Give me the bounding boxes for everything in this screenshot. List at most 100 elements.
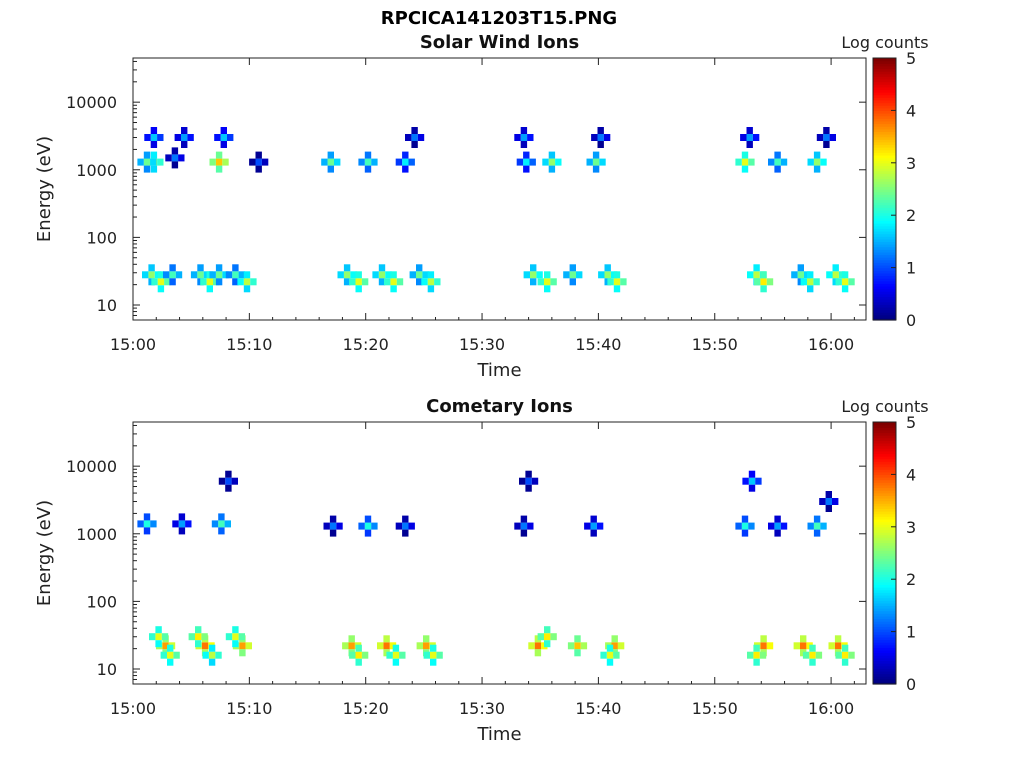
heatmap-cell	[197, 271, 204, 279]
colorbar-segment	[873, 495, 896, 499]
colorbar-segment	[873, 558, 896, 562]
heatmap-cell	[534, 642, 542, 650]
heatmap-cell	[416, 271, 423, 279]
heatmap-cell	[604, 271, 611, 279]
colorbar-segment	[873, 58, 896, 62]
heatmap-cell	[599, 158, 606, 166]
heatmap-cell	[835, 278, 842, 286]
x-tick-label: 15:40	[575, 335, 621, 354]
heatmap-cell	[249, 158, 256, 166]
x-tick-label: 15:20	[343, 335, 389, 354]
heatmap-cell	[574, 635, 581, 643]
colorbar-segment	[873, 508, 896, 512]
heatmap-cell	[841, 651, 849, 659]
colorbar-segment	[873, 568, 896, 572]
heatmap-cell	[390, 278, 397, 286]
heatmap-cell	[163, 271, 170, 279]
heatmap-cell	[148, 271, 155, 279]
colorbar-segment	[873, 144, 896, 148]
heatmap-cell	[250, 278, 257, 286]
heatmap-cell	[169, 278, 176, 286]
heatmap-cell	[835, 651, 842, 659]
heatmap-cell	[544, 626, 551, 634]
heatmap-cell	[137, 520, 144, 528]
heatmap-cell	[143, 151, 151, 159]
heatmap-cell	[411, 141, 418, 148]
heatmap-cell	[218, 513, 225, 521]
y-axis-label: Energy (eV)	[34, 500, 55, 606]
heatmap-cell	[137, 158, 144, 166]
heatmap-cell	[516, 158, 524, 166]
heatmap-cell	[825, 505, 832, 512]
heatmap-cell	[574, 642, 581, 650]
x-tick-label: 15:20	[343, 699, 389, 718]
colorbar-segment	[873, 199, 896, 203]
colorbar-segment	[873, 547, 896, 551]
colorbar-segment	[873, 230, 896, 235]
heatmap-cell	[841, 285, 849, 293]
y-axis-label: Energy (eV)	[34, 136, 55, 242]
colorbar-segment	[873, 422, 896, 426]
heatmap-cell	[225, 484, 232, 492]
colorbar-segment	[873, 524, 896, 528]
colorbar-segment	[873, 160, 896, 164]
heatmap-cell	[384, 278, 391, 286]
colorbar-segment	[873, 644, 896, 648]
x-tick-label: 15:00	[110, 335, 156, 354]
heatmap-cell	[766, 642, 774, 650]
heatmap-cell	[416, 264, 423, 272]
heatmap-cell	[423, 651, 430, 659]
heatmap-cell	[550, 278, 557, 286]
heatmap-cell	[613, 651, 620, 659]
colorbar-segment	[873, 157, 896, 161]
colorbar-segment	[873, 453, 896, 457]
heatmap-cell	[237, 278, 244, 286]
colorbar-segment	[873, 542, 896, 546]
heatmap-cell	[520, 515, 528, 523]
heatmap-cell	[791, 271, 798, 279]
heatmap-cell	[144, 134, 151, 141]
heatmap-cell	[255, 158, 262, 166]
heatmap-cell	[157, 285, 165, 293]
heatmap-cell	[514, 522, 521, 530]
colorbar-segment	[873, 126, 896, 130]
heatmap-cell	[208, 644, 216, 652]
colorbar-segment	[873, 456, 896, 460]
heatmap-cell	[423, 635, 430, 643]
colorbar-tick-label: 5	[906, 413, 916, 432]
heatmap-cell	[215, 165, 223, 173]
colorbar-tick-label: 3	[906, 154, 916, 173]
heatmap-cell	[820, 158, 827, 166]
heatmap-cell	[150, 158, 157, 166]
colorbar-segment	[873, 545, 896, 549]
heatmap-cell	[355, 651, 362, 659]
heatmap-cell	[243, 278, 251, 286]
heatmap-cell	[569, 264, 576, 272]
colorbar-tick-label: 0	[906, 675, 916, 694]
heatmap-cell	[607, 278, 614, 286]
heatmap-cell	[220, 127, 227, 134]
heatmap-cell	[157, 134, 164, 141]
heatmap-cell	[187, 134, 194, 141]
heatmap-cell	[544, 633, 551, 641]
y-tick-label: 10000	[66, 93, 117, 112]
heatmap-cell	[759, 651, 767, 659]
heatmap-cell	[245, 642, 252, 650]
heatmap-cell	[215, 278, 223, 286]
heatmap-cell	[175, 271, 183, 279]
colorbar-segment	[873, 521, 896, 525]
figure-title: RPCICA141203T15.PNG	[381, 8, 617, 29]
colorbar-segment	[873, 128, 896, 132]
solar-wind-ions-panel: 15:00 15:10 15:20 15:30 15:40 15:50 16:0010100…	[34, 32, 929, 381]
heatmap-cell	[555, 158, 562, 166]
x-axis-label: Time	[476, 724, 521, 745]
y-tick-label: 10	[97, 660, 117, 679]
heatmap-cell	[164, 278, 171, 286]
heatmap-cell	[378, 278, 386, 286]
colorbar-frame	[872, 421, 897, 685]
heatmap-cell	[544, 271, 551, 279]
heatmap-cell	[590, 515, 597, 523]
colorbar-segment	[873, 615, 896, 620]
colorbar-tick-label: 3	[906, 518, 916, 537]
colorbar-segment	[873, 505, 896, 510]
